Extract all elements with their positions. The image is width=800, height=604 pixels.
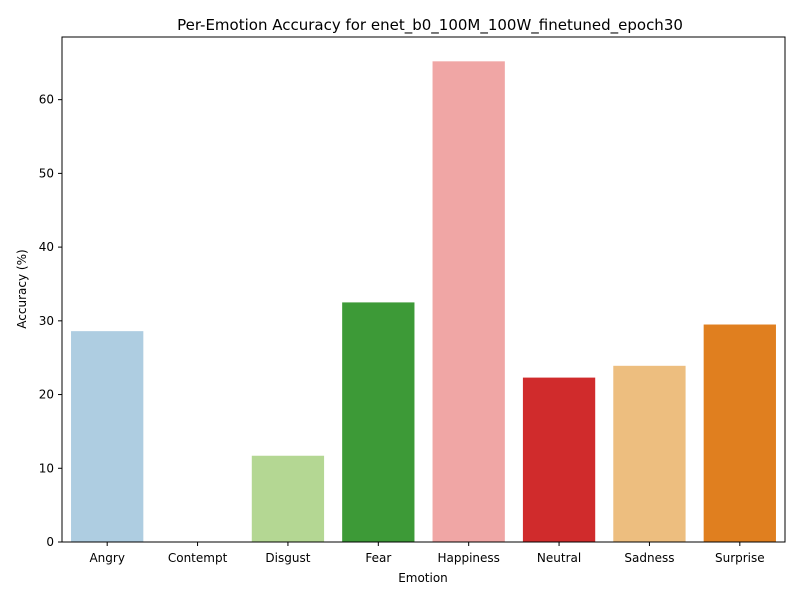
bar-surprise bbox=[703, 324, 776, 542]
y-tick-label: 30 bbox=[39, 314, 54, 328]
y-tick-label: 50 bbox=[39, 166, 54, 180]
bar-fear bbox=[342, 302, 415, 542]
y-tick-label: 40 bbox=[39, 240, 54, 254]
bar-disgust bbox=[251, 455, 325, 542]
x-tick-label: Happiness bbox=[437, 551, 499, 565]
x-axis-ticks: Angry Contempt Disgust Fear Happiness Neutral… bbox=[89, 542, 765, 565]
y-tick-label: 20 bbox=[39, 388, 54, 402]
x-tick-label: Fear bbox=[365, 551, 391, 565]
bars-group bbox=[71, 61, 776, 543]
x-tick-label: Contempt bbox=[168, 551, 228, 565]
bar-angry bbox=[71, 331, 144, 542]
chart-title: Per-Emotion Accuracy for enet_b0_100M_10… bbox=[177, 16, 683, 35]
bar-happiness bbox=[432, 61, 505, 543]
x-tick-label: Neutral bbox=[537, 551, 581, 565]
x-axis-label: Emotion bbox=[398, 571, 448, 585]
y-axis-label: Accuracy (%) bbox=[15, 249, 29, 328]
y-tick-label: 10 bbox=[39, 461, 54, 475]
bar-neutral bbox=[522, 377, 596, 542]
y-axis-ticks: 0 10 20 30 40 50 60 bbox=[39, 93, 62, 549]
y-tick-label: 60 bbox=[39, 93, 54, 107]
bar-sadness bbox=[613, 365, 686, 542]
x-tick-label: Angry bbox=[89, 551, 124, 565]
y-tick-label: 0 bbox=[46, 535, 54, 549]
x-tick-label: Surprise bbox=[715, 551, 765, 565]
x-tick-label: Sadness bbox=[624, 551, 674, 565]
plot-frame bbox=[61, 36, 786, 543]
x-tick-label: Disgust bbox=[265, 551, 310, 565]
